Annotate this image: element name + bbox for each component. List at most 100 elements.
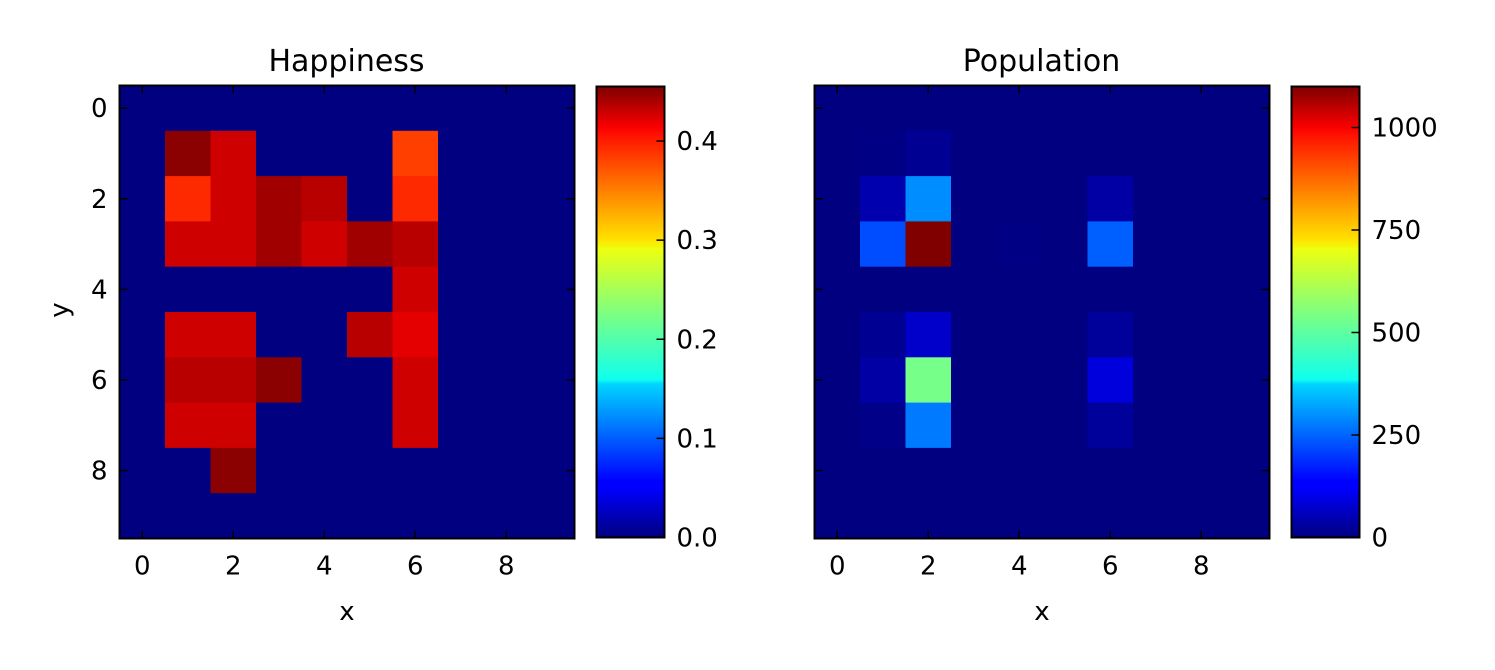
- heatmap-cell: [1042, 266, 1089, 313]
- heatmap-cell: [996, 357, 1043, 404]
- heatmap-cell: [483, 221, 530, 268]
- heatmap-cell: [1224, 493, 1271, 540]
- heatmap-cell: [1042, 312, 1089, 358]
- y-tick-label: 4: [91, 275, 108, 305]
- colorbar-tick-label: 0: [1372, 524, 1389, 554]
- heatmap-cell: [165, 402, 212, 449]
- colorbar-tick-label: 0.1: [677, 424, 718, 454]
- heatmap-cell: [1224, 402, 1271, 449]
- heatmap-cell: [996, 447, 1043, 494]
- heatmap-cell: [1087, 312, 1134, 358]
- heatmap-cell: [529, 402, 576, 449]
- heatmap-cell: [392, 312, 439, 358]
- heatmap-cell: [483, 447, 530, 494]
- heatmap-cell: [996, 402, 1043, 449]
- colorbar-tick-label: 0.4: [677, 127, 718, 157]
- heatmap-cell: [347, 493, 394, 540]
- population-panel: Population 0 2 4 6 8 x 0 250 500 750 1000: [813, 44, 1438, 627]
- heatmap-cell: [1224, 130, 1271, 177]
- heatmap-cell: [905, 312, 952, 358]
- heatmap-cell: [1133, 357, 1180, 404]
- population-heatmap-cells: [814, 85, 1271, 540]
- heatmap-cell: [347, 357, 394, 404]
- x-tick-label: 2: [920, 552, 937, 582]
- heatmap-cell: [1133, 130, 1180, 177]
- colorbar-tick-label: 0.2: [677, 325, 718, 355]
- heatmap-cell: [1133, 447, 1180, 494]
- heatmap-cell: [438, 221, 485, 268]
- heatmap-cell: [1224, 221, 1271, 268]
- heatmap-cell: [814, 402, 861, 449]
- x-tick-label: 4: [316, 552, 333, 582]
- x-tick-label: 0: [829, 552, 846, 582]
- heatmap-cell: [256, 357, 303, 404]
- heatmap-cell: [347, 312, 394, 358]
- heatmap-cell: [1133, 312, 1180, 358]
- heatmap-cell: [951, 402, 998, 449]
- heatmap-cell: [165, 130, 212, 177]
- x-tick-label: 6: [1102, 552, 1119, 582]
- heatmap-cell: [210, 176, 257, 222]
- heatmap-cell: [951, 221, 998, 268]
- population-y-ticks: [814, 107, 1270, 472]
- heatmap-cell: [905, 176, 952, 222]
- heatmap-cell: [860, 447, 907, 494]
- x-tick-label: 4: [1011, 552, 1028, 582]
- heatmap-cell: [1087, 221, 1134, 268]
- heatmap-cell: [392, 357, 439, 404]
- heatmap-cell: [1133, 221, 1180, 268]
- heatmap-cell: [119, 130, 166, 177]
- heatmap-cell: [905, 357, 952, 404]
- heatmap-cell: [996, 312, 1043, 358]
- heatmap-cell: [529, 312, 576, 358]
- happiness-y-axis-label: y: [45, 302, 75, 317]
- happiness-plot-frame: [118, 84, 576, 540]
- heatmap-cell: [860, 130, 907, 177]
- heatmap-cell: [1087, 357, 1134, 404]
- x-tick-label: 8: [498, 552, 515, 582]
- heatmap-cell: [301, 447, 348, 494]
- heatmap-cell: [1087, 266, 1134, 313]
- heatmap-cell: [814, 312, 861, 358]
- heatmap-cell: [347, 447, 394, 494]
- heatmap-cell: [347, 130, 394, 177]
- heatmap-cell: [951, 176, 998, 222]
- heatmap-cell: [1087, 130, 1134, 177]
- heatmap-cell: [905, 447, 952, 494]
- heatmap-cell: [1178, 221, 1225, 268]
- heatmap-cell: [210, 312, 257, 358]
- heatmap-cell: [210, 130, 257, 177]
- heatmap-cell: [392, 130, 439, 177]
- heatmap-cell: [1087, 447, 1134, 494]
- heatmap-cell: [860, 357, 907, 404]
- heatmap-cell: [210, 447, 257, 494]
- heatmap-cell: [256, 221, 303, 268]
- heatmap-cell: [256, 176, 303, 222]
- heatmap-cell: [165, 176, 212, 222]
- heatmap-cell: [814, 221, 861, 268]
- heatmap-cell: [905, 266, 952, 313]
- heatmap-cell: [483, 357, 530, 404]
- heatmap-cell: [1042, 176, 1089, 222]
- heatmap-cell: [996, 221, 1043, 268]
- heatmap-cell: [165, 493, 212, 540]
- heatmap-cell: [301, 266, 348, 313]
- heatmap-cell: [905, 402, 952, 449]
- population-colorbar-ticks: 0 250 500 750 1000: [1351, 114, 1438, 554]
- heatmap-cell: [165, 85, 212, 132]
- heatmap-cell: [951, 266, 998, 313]
- heatmap-cell: [301, 312, 348, 358]
- heatmap-cell: [210, 402, 257, 449]
- heatmap-cell: [996, 266, 1043, 313]
- heatmap-cell: [1042, 85, 1089, 132]
- heatmap-cell: [1133, 493, 1180, 540]
- heatmap-cell: [1178, 312, 1225, 358]
- heatmap-cell: [951, 312, 998, 358]
- heatmap-cell: [392, 447, 439, 494]
- heatmap-cell: [301, 176, 348, 222]
- heatmap-cell: [165, 266, 212, 313]
- heatmap-cell: [438, 130, 485, 177]
- x-tick-label: 2: [225, 552, 242, 582]
